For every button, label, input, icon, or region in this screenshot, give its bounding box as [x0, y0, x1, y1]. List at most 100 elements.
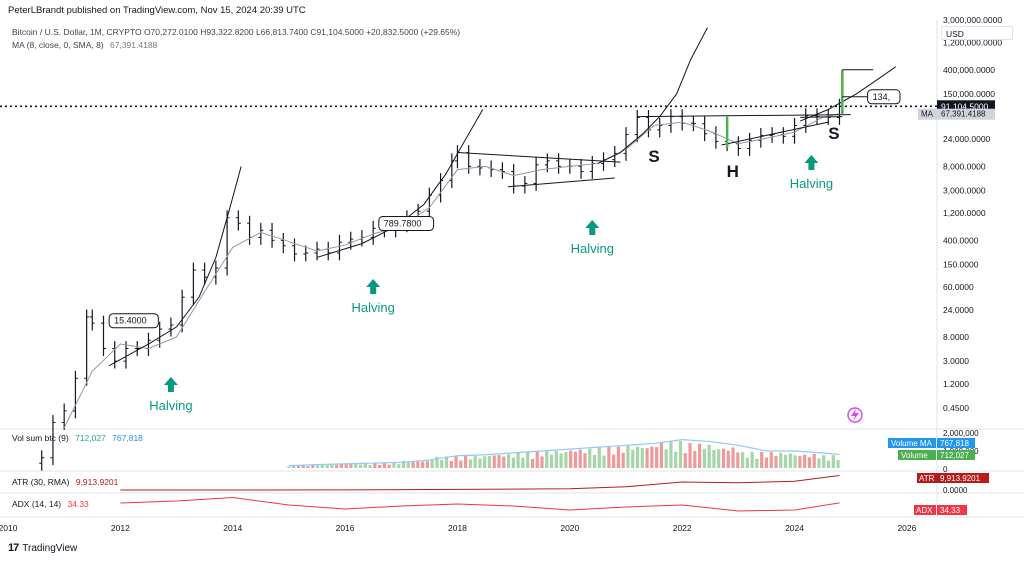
volume-bar: [650, 446, 654, 468]
triangle-bottom-line: [507, 177, 615, 188]
time-tick-label: 2026: [897, 523, 916, 533]
price-tick-label: 1.2000: [943, 379, 969, 389]
volume-bar: [635, 446, 640, 468]
price-tick-label: 150.0000: [943, 260, 979, 270]
volume-value: 712,027: [940, 451, 969, 460]
volume-bar: [320, 464, 324, 468]
volume-bar: [392, 462, 396, 468]
volume-bar: [549, 454, 554, 468]
volume-bar: [425, 461, 429, 468]
price-tick-label: 400,000.0000: [943, 65, 995, 75]
volume-bar: [664, 449, 668, 468]
price-tick-label: 3.0000: [943, 356, 969, 366]
currency-selector[interactable]: USD: [941, 26, 1013, 40]
pattern-label: S: [648, 147, 659, 166]
volume-bar: [616, 446, 621, 468]
volume-tag: [898, 450, 936, 460]
volume-bar: [760, 451, 764, 468]
volume-bar: [421, 461, 425, 468]
atr-line: [120, 475, 840, 491]
volume-bar: [473, 455, 477, 468]
lightning-icon-bolt: [851, 409, 859, 421]
adx-value: 34.33: [940, 506, 961, 515]
volume-bar: [382, 462, 387, 468]
ma-price-tag: [918, 108, 995, 120]
triangle-top-line: [457, 152, 621, 163]
adx-legend-title: ADX (14, 14): [12, 499, 62, 509]
volume-bar: [626, 445, 630, 468]
volume-bar: [411, 461, 415, 468]
tradingview-brand[interactable]: 17 TradingView: [8, 542, 77, 554]
adx-line: [120, 496, 840, 512]
ma-legend-value: 67,391.4188: [110, 40, 158, 50]
pattern-label: H: [727, 162, 739, 181]
time-tick-label: 2024: [785, 523, 804, 533]
price-tick-label: 3,000,000.0000: [943, 15, 1002, 25]
volume-bar: [697, 443, 702, 468]
volume-bar: [755, 458, 759, 468]
price-tick-label: 60.0000: [943, 282, 974, 292]
atr-legend-value: 9,913.9201: [75, 477, 119, 487]
adx-tag: [914, 505, 936, 515]
volume-tick-label: 2,000,000: [943, 429, 979, 438]
volume-bar: [783, 454, 788, 468]
volume-bar: [621, 452, 625, 468]
volume-bar: [831, 455, 835, 468]
volume-bar: [774, 456, 778, 468]
volume-bar: [779, 452, 783, 468]
price-label-box: [378, 216, 435, 232]
volume-bar: [798, 456, 802, 468]
price-tick-label: 0.4500: [943, 403, 969, 413]
volume-bar: [459, 460, 463, 468]
price-tick-label: 24,000.0000: [943, 134, 991, 144]
flag-line: [800, 116, 843, 118]
volume-bar: [583, 453, 587, 468]
ma-tag-label: MA: [921, 110, 934, 119]
atr-legend: ATR (30, RMA) 9,913.9201: [12, 477, 118, 487]
price-label-box: [108, 313, 159, 329]
volume-bar: [444, 456, 449, 468]
volume-bar: [645, 448, 649, 468]
volume-bar: [330, 464, 334, 468]
price-tick-label: 8.0000: [943, 332, 969, 342]
volume-bar: [836, 460, 840, 468]
volume-bar: [397, 464, 401, 468]
volume-bar: [435, 456, 439, 468]
volume-bar: [311, 464, 315, 468]
volume-bar: [502, 456, 506, 468]
price-tick-label: 24.0000: [943, 305, 974, 315]
volume-bar: [344, 463, 348, 468]
adx-legend-value: 34.33: [67, 499, 89, 509]
volume-bar: [373, 462, 377, 468]
price-label-text: 134,: [873, 92, 891, 102]
volume-bar: [497, 455, 501, 468]
volume-bar: [793, 455, 797, 468]
price-label-text: 15.4000: [114, 316, 147, 326]
tradingview-logo-icon: 17: [8, 542, 19, 554]
time-tick-label: 2018: [448, 523, 467, 533]
volume-bar: [368, 464, 372, 468]
volume-bar: [511, 457, 515, 468]
volume-bar: [788, 453, 792, 468]
volume-bar: [454, 456, 458, 468]
price-label-text: 789.7800: [384, 219, 422, 229]
volume-bar: [492, 455, 496, 468]
volume-bar: [387, 464, 391, 468]
atr-tag: [917, 473, 937, 483]
volume-value-tag: [937, 450, 975, 460]
volume-bar: [683, 453, 687, 468]
volume-bar: [602, 455, 606, 468]
halving-arrow-icon: [804, 155, 819, 170]
volume-ma-tag: [888, 438, 936, 448]
volume-bar: [296, 465, 301, 468]
volume-bar: [564, 451, 568, 468]
volume-bar: [483, 456, 487, 468]
volume-bar: [640, 447, 644, 468]
volume-bar: [769, 452, 773, 468]
volume-bar: [822, 455, 826, 468]
time-tick-label: 2014: [223, 523, 242, 533]
price-tick-label: 400.0000: [943, 235, 979, 245]
adx-tag-label: ADX: [916, 506, 933, 515]
atr-value: 9,913.9201: [940, 474, 981, 483]
volume-bar: [631, 449, 635, 468]
